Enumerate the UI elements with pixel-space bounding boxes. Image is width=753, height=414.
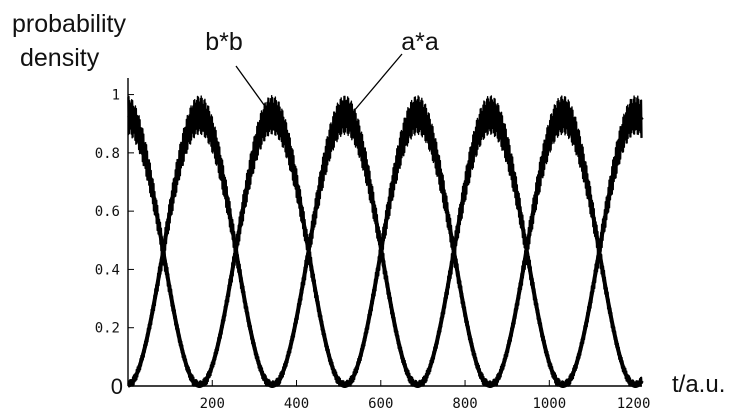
y-tick-label: 0: [111, 374, 123, 399]
y-tick-label: 0.6: [95, 204, 120, 220]
x-tick-label: 1000: [532, 396, 566, 412]
series-envelope-a-a: [126, 112, 644, 388]
annotation-leader-line: [355, 53, 403, 110]
x-tick-label: 200: [200, 396, 225, 412]
y-tick-label: 0.8: [95, 146, 120, 162]
y-axis-title-line2: density: [20, 44, 100, 72]
annotation-leader-line: [235, 65, 270, 113]
y-tick-label: 0.4: [95, 262, 120, 278]
series-line-b-b: [127, 94, 643, 387]
x-tick-label: 600: [368, 396, 393, 412]
x-tick-label: 1200: [617, 396, 651, 412]
x-axis-title: t/a.u.: [672, 371, 725, 398]
series-line-a-a: [127, 95, 643, 387]
x-tick-label: 800: [452, 396, 477, 412]
annotation-label-b-b: b*b: [205, 28, 243, 56]
x-tick-label: 400: [284, 396, 309, 412]
y-axis-title-line1: probability: [12, 10, 126, 38]
annotation-label-a-a: a*a: [401, 28, 439, 56]
series-envelope-b-b: [126, 112, 644, 388]
y-tick-label: 0.2: [95, 321, 120, 337]
y-tick-label: 1: [112, 88, 120, 104]
